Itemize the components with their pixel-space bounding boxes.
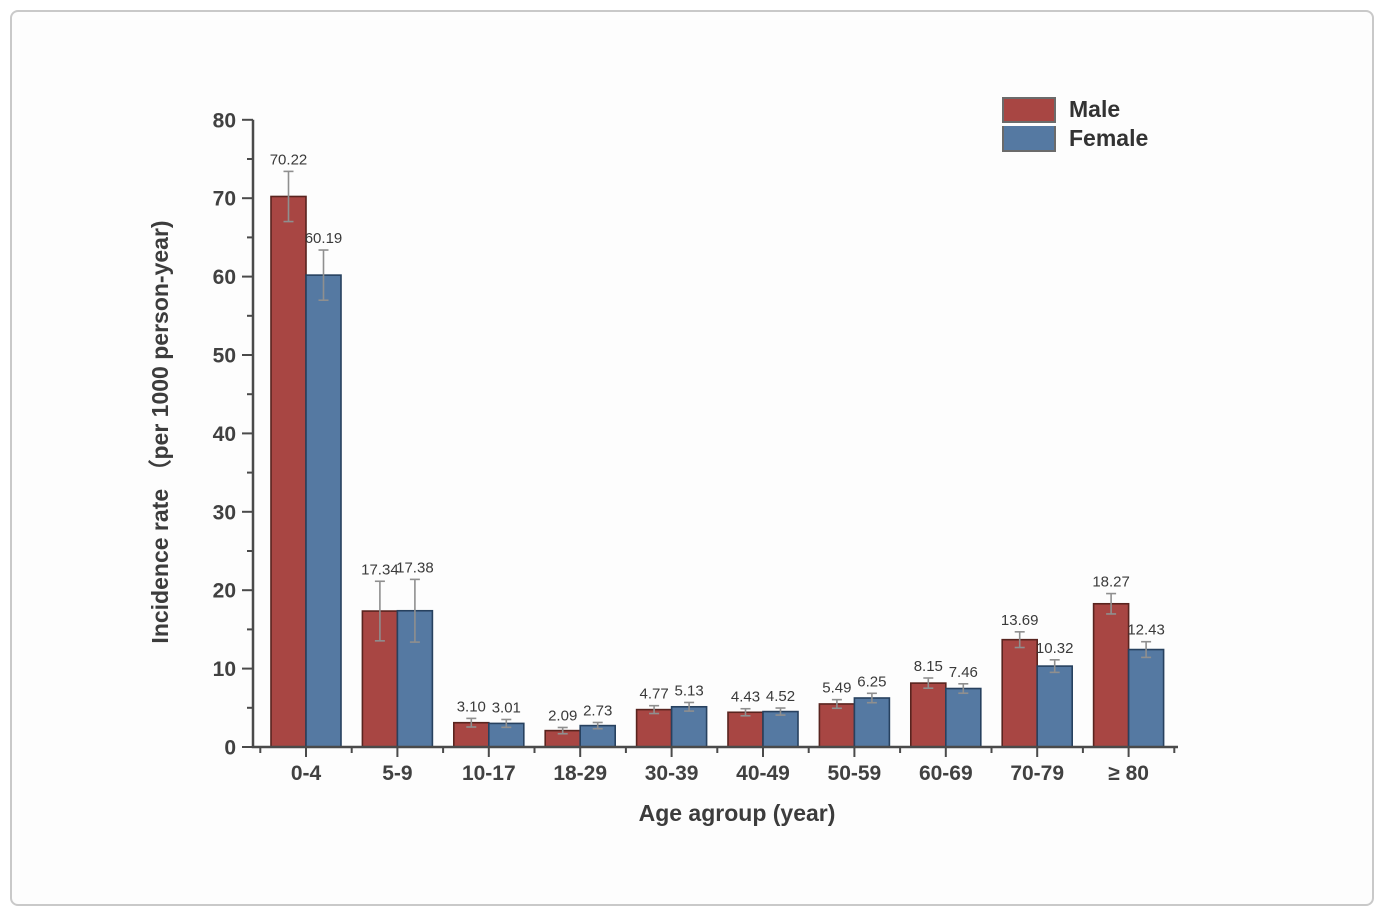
x-tick-label: 50-59 — [828, 762, 882, 785]
value-label: 12.43 — [1127, 622, 1165, 639]
legend-swatch-male — [1002, 96, 1056, 123]
value-labels-male: 70.22 17.34 3.10 2.09 4.77 4.43 5.49 8.15 13.69 1… — [270, 151, 1130, 724]
bar-female-60-69 — [944, 687, 982, 748]
x-tick-label: ≥ 80 — [1108, 762, 1149, 785]
legend-label-female: Female — [1069, 125, 1149, 151]
value-label: 5.13 — [674, 682, 703, 699]
value-label: 60.19 — [305, 230, 343, 247]
bar-male-0-4 — [270, 195, 307, 748]
value-label: 2.73 — [583, 702, 612, 719]
bar-female-≥ 80 — [1127, 648, 1165, 748]
value-label: 4.43 — [731, 689, 760, 706]
y-tick-label: 80 — [213, 109, 236, 132]
value-label: 13.69 — [1001, 612, 1039, 629]
value-label: 6.25 — [857, 673, 886, 690]
legend-item-female: Female — [1002, 124, 1148, 153]
x-tick-label: 30-39 — [645, 762, 699, 785]
x-axis-ticks: 0-4 5-9 10-17 18-29 30-39 40-49 50-59 60-69 70-7… — [259, 747, 1176, 785]
x-tick-label: 10-17 — [462, 762, 516, 785]
value-label: 17.34 — [361, 561, 399, 578]
x-tick-label: 18-29 — [553, 762, 607, 785]
x-tick-label: 5-9 — [382, 762, 412, 785]
x-tick-label: 70-79 — [1010, 762, 1064, 785]
x-tick-label: 60-69 — [919, 762, 973, 785]
legend-item-male: Male — [1002, 95, 1148, 124]
bar-male-60-69 — [909, 682, 947, 748]
value-label: 4.52 — [766, 688, 795, 705]
error-bars-male — [283, 170, 1117, 735]
y-tick-label: 20 — [213, 580, 236, 603]
bar-female-50-59 — [853, 697, 891, 748]
bar-female-0-4 — [305, 274, 342, 748]
value-label: 5.49 — [822, 680, 851, 697]
value-label: 18.27 — [1092, 574, 1130, 591]
figure-frame — [10, 10, 1374, 906]
x-axis-title: Age agroup (year) — [638, 800, 836, 826]
bar-male-70-79 — [1001, 638, 1039, 748]
legend-label-male: Male — [1069, 96, 1121, 122]
x-tick-label: 40-49 — [736, 762, 790, 785]
bar-female-30-39 — [670, 705, 708, 748]
y-tick-label: 70 — [213, 188, 236, 211]
bar-female-40-49 — [762, 710, 799, 748]
value-label: 3.10 — [457, 698, 486, 715]
bar-male-40-49 — [727, 711, 764, 748]
y-tick-label: 0 — [224, 737, 236, 760]
y-tick-label: 50 — [213, 345, 236, 368]
value-label: 70.22 — [270, 151, 308, 168]
legend-swatch-female — [1002, 125, 1056, 152]
bar-female-70-79 — [1036, 665, 1073, 748]
y-tick-label: 40 — [213, 423, 236, 446]
value-label: 3.01 — [492, 699, 521, 716]
y-tick-label: 60 — [213, 266, 236, 289]
x-tick-label: 0-4 — [291, 762, 322, 785]
error-bars-female — [318, 249, 1152, 730]
value-label: 17.38 — [396, 559, 434, 576]
value-label: 7.46 — [949, 664, 978, 681]
bar-male-≥ 80 — [1092, 602, 1130, 748]
y-axis-ticks: 0 10 20 30 40 50 60 70 80 — [213, 109, 253, 760]
y-axis-title: Incidence rate （per 1000 person-year) — [147, 220, 173, 644]
value-label: 4.77 — [639, 686, 668, 703]
bar-male-30-39 — [635, 708, 673, 748]
value-label: 2.09 — [548, 707, 577, 724]
value-labels-female: 60.19 17.38 3.01 2.73 5.13 4.52 6.25 7.46 10.32 1… — [305, 230, 1165, 719]
value-label: 8.15 — [914, 658, 943, 675]
y-tick-label: 10 — [213, 658, 236, 681]
bar-male-50-59 — [818, 703, 856, 748]
y-tick-label: 30 — [213, 501, 236, 524]
legend: Male Female — [1002, 95, 1148, 153]
value-label: 10.32 — [1036, 640, 1074, 657]
